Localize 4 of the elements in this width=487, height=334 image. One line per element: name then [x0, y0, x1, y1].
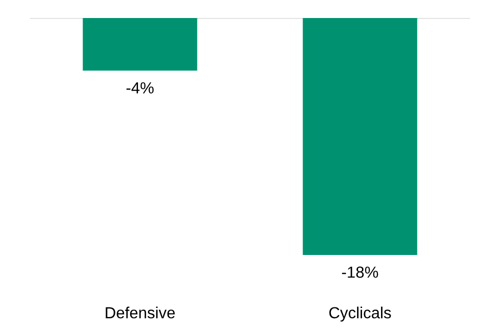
x-tick-label: Cyclicals [329, 306, 391, 322]
data-label: -4% [126, 82, 154, 94]
x-tick-label: Defensive [106, 306, 175, 318]
data-label: -18% [342, 266, 378, 278]
